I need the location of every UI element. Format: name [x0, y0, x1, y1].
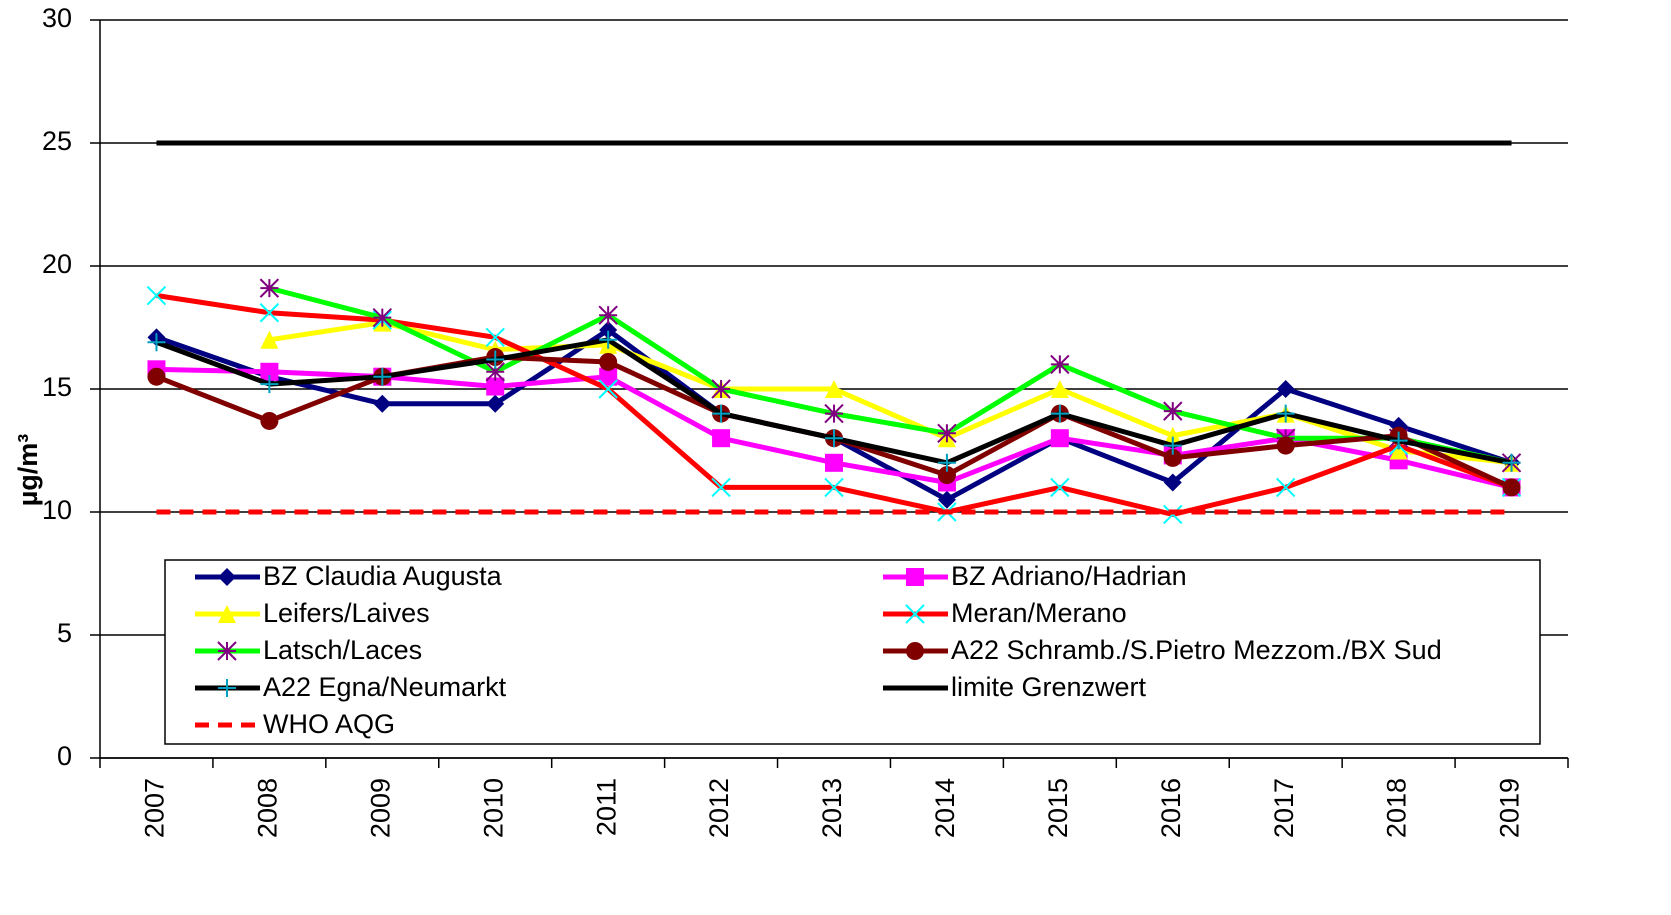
- marker: [260, 330, 279, 349]
- x-tick-label: 2009: [365, 778, 395, 838]
- marker: [260, 362, 279, 381]
- marker: [1276, 404, 1295, 423]
- marker: [1163, 401, 1183, 421]
- marker: [1276, 436, 1295, 455]
- series-line: [268, 285, 1513, 466]
- marker: [711, 379, 731, 399]
- marker: [598, 305, 618, 325]
- marker: [1276, 380, 1295, 398]
- marker: [1275, 477, 1296, 498]
- marker: [599, 352, 618, 371]
- marker: [825, 429, 843, 448]
- marker: [905, 604, 925, 624]
- marker: [147, 333, 166, 352]
- marker: [372, 307, 393, 328]
- marker: [486, 394, 505, 413]
- marker: [1389, 441, 1408, 460]
- marker: [485, 362, 505, 382]
- marker: [486, 350, 505, 369]
- marker: [147, 367, 166, 386]
- marker: [218, 605, 236, 623]
- y-tick-label: 10: [42, 495, 72, 525]
- marker: [373, 367, 392, 386]
- marker: [824, 403, 844, 424]
- marker: [217, 641, 237, 661]
- x-tick-label: 2018: [1382, 778, 1412, 838]
- marker: [937, 466, 956, 485]
- marker: [711, 477, 731, 498]
- legend-label: Meran/Merano: [951, 598, 1127, 628]
- marker: [712, 429, 731, 448]
- marker: [1502, 453, 1521, 472]
- legend-label: A22 Schramb./S.Pietro Mezzom./BX Sud: [951, 635, 1442, 665]
- marker: [1050, 354, 1070, 375]
- marker: [937, 453, 956, 472]
- marker: [1050, 429, 1069, 448]
- marker: [906, 568, 924, 586]
- legend-label: WHO AQG: [263, 709, 395, 739]
- marker: [1163, 473, 1182, 492]
- marker: [259, 303, 280, 323]
- marker: [906, 642, 924, 660]
- marker: [218, 568, 236, 586]
- y-tick-label: 5: [57, 618, 72, 648]
- x-tick-label: 2013: [817, 778, 847, 838]
- x-tick-label: 2010: [478, 778, 508, 838]
- x-tick-label: 2011: [591, 778, 621, 836]
- marker: [1050, 404, 1069, 423]
- marker: [1502, 478, 1521, 497]
- y-tick-label: 15: [42, 372, 72, 402]
- y-axis-label: µg/m³: [13, 434, 43, 507]
- marker: [825, 453, 843, 472]
- x-tick-label: 2015: [1043, 778, 1073, 838]
- x-tick-label: 2017: [1269, 778, 1299, 838]
- marker: [599, 367, 618, 386]
- x-tick-label: 2012: [704, 778, 734, 838]
- x-tick-label: 2019: [1495, 778, 1525, 838]
- y-tick-label: 0: [57, 741, 72, 771]
- marker: [218, 679, 236, 697]
- marker: [146, 285, 167, 306]
- marker: [825, 380, 843, 398]
- marker: [599, 320, 618, 339]
- legend-label: Leifers/Laives: [263, 598, 430, 628]
- legend-label: Latsch/Laces: [263, 635, 422, 665]
- marker: [598, 379, 618, 399]
- marker: [260, 411, 279, 430]
- y-tick-label: 20: [42, 249, 72, 279]
- marker: [373, 394, 392, 413]
- marker: [1163, 448, 1182, 467]
- x-tick-label: 2007: [140, 778, 170, 838]
- legend-label: limite Grenzwert: [951, 672, 1147, 702]
- marker: [824, 477, 844, 498]
- marker: [1163, 436, 1182, 455]
- legend-label: A22 Egna/Neumarkt: [263, 672, 507, 702]
- legend-box: [164, 559, 1541, 745]
- marker: [259, 278, 280, 298]
- y-tick-label: 25: [42, 126, 72, 156]
- marker: [1163, 426, 1182, 445]
- marker: [486, 377, 505, 396]
- legend-label: BZ Claudia Augusta: [263, 561, 503, 591]
- x-tick-label: 2008: [253, 778, 283, 838]
- x-tick-label: 2016: [1156, 778, 1186, 838]
- marker: [485, 327, 505, 348]
- legend-label: BZ Adriano/Hadrian: [951, 561, 1187, 591]
- marker: [260, 375, 279, 394]
- marker: [712, 404, 731, 423]
- y-tick-label: 30: [42, 3, 72, 33]
- x-tick-label: 2014: [930, 778, 960, 838]
- marker: [599, 330, 618, 349]
- marker: [937, 423, 957, 443]
- marker: [937, 490, 956, 509]
- marker: [1389, 431, 1408, 450]
- marker: [1050, 477, 1070, 498]
- marker: [1050, 380, 1069, 398]
